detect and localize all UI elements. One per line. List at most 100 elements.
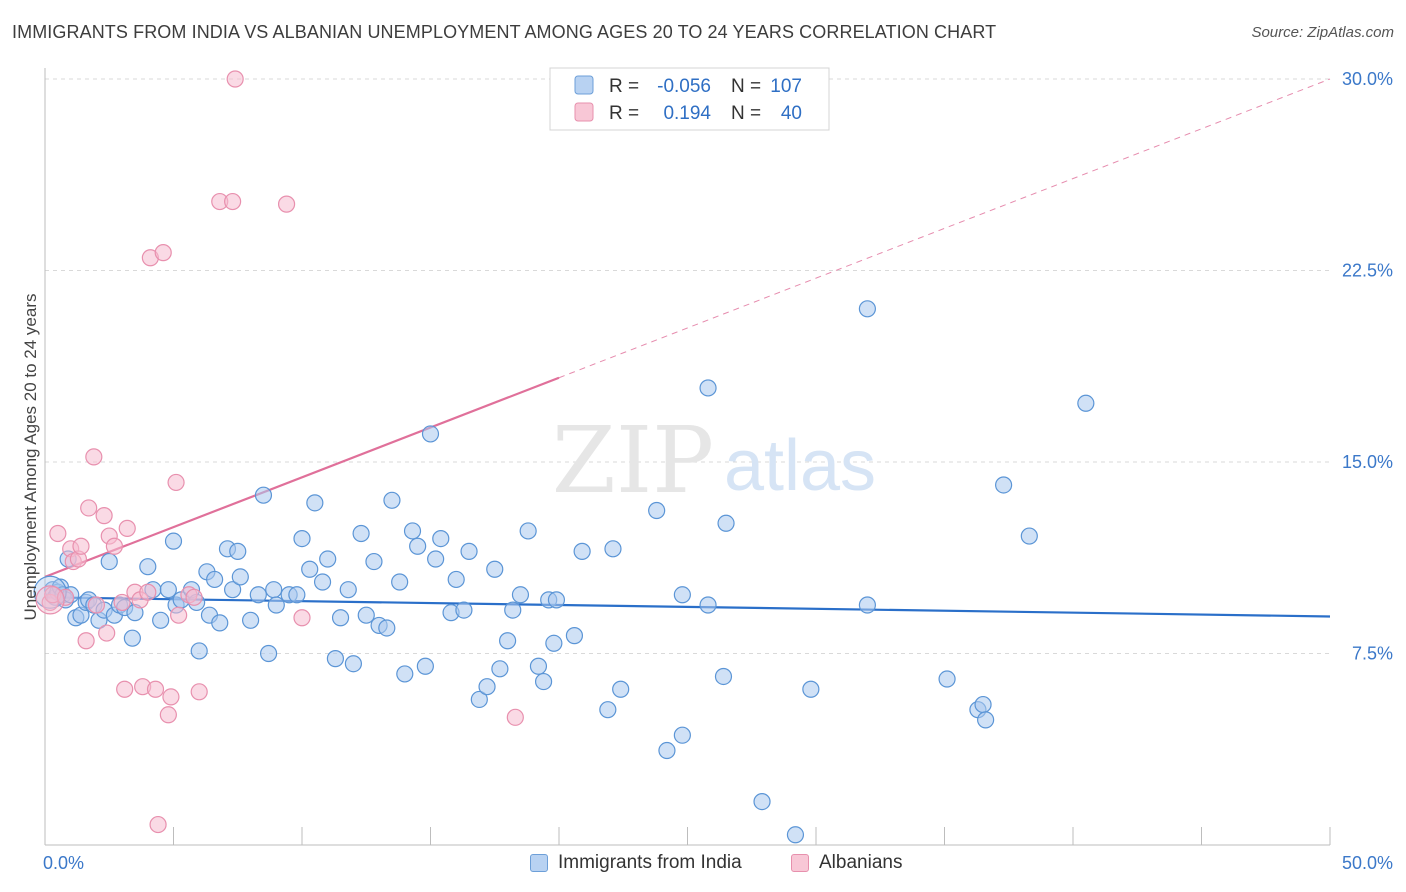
legend-r-value-pink: 0.194: [663, 103, 711, 124]
data-point-albanians: [49, 524, 67, 543]
y-tick-label: 15.0%: [1342, 452, 1393, 472]
y-tick-label: 22.5%: [1342, 261, 1393, 281]
bottom-legend: Immigrants from India Albanians: [0, 852, 1406, 878]
data-point-immigrants-from-india: [858, 300, 877, 318]
legend-box: R = -0.056 N = 107 R = 0.194 N = 40: [549, 67, 830, 131]
legend-swatch-blue: [574, 75, 594, 95]
data-point-albanians: [95, 507, 113, 525]
data-point-immigrants-from-india: [534, 672, 553, 691]
gridlines: [45, 78, 1330, 654]
data-point-albanians: [116, 680, 134, 698]
data-point-immigrants-from-india: [313, 573, 332, 591]
data-point-immigrants-from-india: [267, 596, 285, 614]
data-point-immigrants-from-india: [254, 486, 273, 504]
data-point-immigrants-from-india: [265, 581, 283, 599]
data-point-albanians: [185, 588, 203, 606]
data-point-immigrants-from-india: [403, 522, 422, 540]
data-point-immigrants-from-india: [259, 644, 278, 663]
data-point-immigrants-from-india: [565, 627, 584, 645]
data-point-immigrants-from-india: [455, 601, 473, 619]
data-point-immigrants-from-india: [858, 596, 877, 614]
data-point-immigrants-from-india: [786, 826, 805, 844]
data-point-immigrants-from-india: [486, 560, 504, 578]
data-point-immigrants-from-india: [995, 476, 1013, 494]
data-point-albanians: [77, 632, 95, 650]
legend-label-albanians: Albanians: [819, 852, 903, 873]
data-point-immigrants-from-india: [365, 552, 383, 571]
data-point-albanians: [72, 537, 90, 555]
legend-item-immigrants-from-india: Immigrants from India: [530, 852, 742, 874]
data-point-immigrants-from-india: [242, 611, 260, 629]
data-point-albanians: [139, 583, 157, 601]
data-point-immigrants-from-india: [206, 570, 224, 589]
legend-item-albanians: Albanians: [791, 852, 902, 874]
data-point-immigrants-from-india: [604, 540, 622, 558]
data-point-albanians: [293, 609, 311, 627]
data-point-immigrants-from-india: [491, 660, 509, 678]
data-point-immigrants-from-india: [478, 678, 496, 696]
data-point-albanians: [506, 708, 524, 726]
series-albanians: [35, 70, 524, 834]
legend-r-label-blue: R =: [609, 76, 639, 97]
data-point-albanians: [80, 499, 98, 517]
y-axis-label: Unemployment Among Ages 20 to 24 years: [21, 294, 40, 621]
data-point-immigrants-from-india: [753, 792, 771, 811]
data-point-immigrants-from-india: [326, 650, 345, 668]
data-point-immigrants-from-india: [293, 529, 311, 548]
legend-label-india: Immigrants from India: [558, 852, 742, 873]
data-point-immigrants-from-india: [717, 514, 735, 532]
data-point-albanians: [167, 473, 185, 492]
data-point-immigrants-from-india: [511, 586, 530, 604]
data-point-immigrants-from-india: [100, 552, 118, 571]
source-label: Source: ZipAtlas.com: [1251, 24, 1394, 41]
data-point-albanians: [277, 195, 296, 213]
data-point-immigrants-from-india: [658, 741, 676, 760]
data-point-immigrants-from-india: [421, 425, 440, 443]
data-point-immigrants-from-india: [938, 670, 956, 688]
data-point-albanians: [146, 680, 165, 698]
data-point-albanians: [149, 815, 167, 834]
data-point-immigrants-from-india: [123, 629, 141, 647]
data-point-immigrants-from-india: [229, 542, 247, 560]
legend-n-label-blue: N =: [731, 76, 761, 97]
data-point-immigrants-from-india: [301, 560, 319, 578]
watermark-atlas: atlas: [724, 426, 876, 506]
data-point-immigrants-from-india: [391, 573, 409, 591]
data-point-immigrants-from-india: [396, 665, 414, 683]
data-point-immigrants-from-india: [416, 657, 434, 675]
trend-lines: [44, 78, 1331, 618]
data-point-immigrants-from-india: [339, 581, 357, 599]
data-point-immigrants-from-india: [331, 609, 350, 627]
tick-labels: 7.5% 15.0% 22.5% 30.0% 0.0% 50.0%: [43, 69, 1393, 873]
data-point-immigrants-from-india: [545, 634, 563, 652]
data-point-immigrants-from-india: [211, 614, 229, 632]
data-point-immigrants-from-india: [409, 537, 427, 555]
data-point-immigrants-from-india: [139, 558, 157, 576]
legend-n-value-blue: 107: [770, 76, 802, 97]
data-point-immigrants-from-india: [427, 550, 445, 568]
data-point-immigrants-from-india: [699, 379, 717, 397]
data-point-immigrants-from-india: [357, 606, 375, 624]
trend-line-albanians: [44, 376, 560, 578]
data-point-albanians: [98, 624, 116, 642]
axes: [44, 68, 1331, 846]
data-point-immigrants-from-india: [612, 680, 630, 698]
x-tick-label: 50.0%: [1342, 853, 1393, 873]
legend-swatch-india: [530, 854, 548, 872]
data-point-immigrants-from-india: [319, 550, 337, 568]
data-point-immigrants-from-india: [344, 655, 362, 673]
data-point-immigrants-from-india: [802, 680, 820, 698]
data-point-immigrants-from-india: [504, 601, 522, 619]
data-point-albanians: [105, 537, 123, 555]
data-point-immigrants-from-india: [470, 690, 488, 709]
data-point-albanians: [87, 596, 106, 614]
data-point-immigrants-from-india: [599, 701, 617, 719]
data-point-albanians: [226, 70, 244, 88]
data-point-immigrants-from-india: [447, 570, 465, 589]
legend-swatch-albanians: [791, 854, 809, 872]
legend-n-label-pink: N =: [731, 103, 761, 124]
x-tick-label: 0.0%: [43, 853, 84, 873]
data-point-immigrants-from-india: [231, 568, 249, 586]
data-point-immigrants-from-india: [378, 619, 396, 637]
